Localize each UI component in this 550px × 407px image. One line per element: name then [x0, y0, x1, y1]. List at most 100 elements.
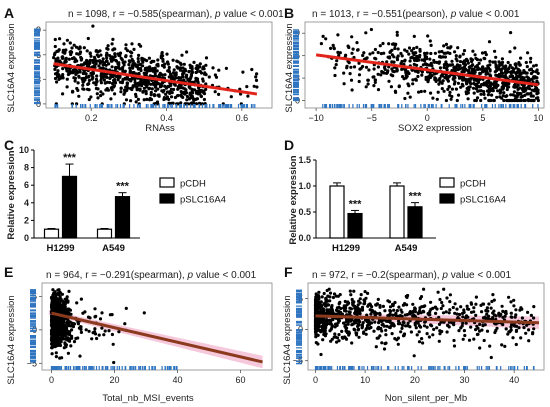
data-point — [500, 57, 504, 61]
data-point — [406, 70, 410, 75]
data-point — [519, 92, 523, 96]
data-point — [204, 63, 208, 67]
data-point — [470, 59, 474, 64]
data-point — [63, 305, 67, 309]
data-point — [168, 90, 172, 94]
data-point — [395, 68, 399, 72]
data-point — [54, 319, 59, 323]
data-point — [527, 98, 531, 103]
data-point — [181, 66, 185, 70]
data-point — [167, 65, 171, 70]
data-point — [357, 79, 361, 84]
data-point — [403, 48, 407, 52]
data-point — [64, 48, 68, 52]
data-point — [99, 94, 103, 98]
data-point — [316, 296, 320, 300]
data-point — [464, 321, 468, 325]
data-point — [429, 91, 433, 95]
data-point — [352, 65, 357, 69]
y-tick-label: 0 — [24, 233, 29, 243]
data-point — [255, 85, 259, 89]
data-point — [338, 300, 342, 304]
data-point — [432, 60, 436, 64]
data-point — [317, 290, 321, 294]
data-point — [408, 59, 412, 63]
data-point — [382, 347, 387, 351]
data-point — [489, 355, 493, 360]
data-point — [169, 87, 173, 91]
category-label: H1299 — [47, 243, 75, 254]
data-point — [190, 70, 195, 74]
data-point — [506, 60, 510, 65]
data-point — [473, 53, 477, 57]
data-point — [409, 56, 413, 60]
data-point — [254, 75, 258, 79]
data-point — [156, 62, 160, 66]
data-point — [384, 333, 388, 337]
significance-label: *** — [349, 198, 363, 210]
data-point — [53, 316, 57, 320]
data-point — [56, 74, 60, 78]
data-point — [535, 79, 539, 83]
data-point — [323, 311, 327, 316]
data-point — [460, 324, 464, 328]
data-point — [124, 98, 129, 102]
data-point — [403, 58, 407, 62]
data-point — [514, 313, 518, 317]
data-point — [514, 342, 518, 347]
data-point — [411, 302, 415, 306]
data-point — [420, 73, 424, 77]
data-point — [501, 315, 505, 319]
data-point — [314, 328, 318, 332]
y-axis-label: SLC16A4 expression — [282, 295, 293, 384]
data-point — [469, 82, 473, 86]
data-point — [496, 89, 500, 93]
data-point — [412, 354, 416, 358]
data-point — [504, 67, 508, 71]
data-point — [111, 55, 115, 59]
data-point — [500, 96, 504, 100]
data-point — [357, 323, 361, 327]
y-axis-label: SLC16A4 expression — [6, 23, 17, 112]
data-point — [350, 323, 354, 327]
data-point — [462, 308, 466, 312]
data-point — [469, 310, 474, 314]
data-point — [321, 338, 325, 342]
data-point — [472, 91, 476, 95]
data-point — [488, 59, 492, 64]
data-point — [365, 324, 370, 328]
data-point — [171, 71, 176, 75]
data-point — [525, 71, 529, 75]
data-point — [373, 320, 377, 324]
rug-marks — [296, 289, 535, 370]
data-point — [99, 73, 104, 77]
data-point — [343, 336, 347, 340]
data-point — [467, 77, 471, 81]
data-point — [382, 324, 386, 328]
data-point — [444, 98, 448, 103]
data-point — [400, 310, 404, 314]
data-point — [190, 89, 194, 93]
data-point — [55, 80, 59, 84]
data-point — [86, 315, 91, 319]
panel-b: B n = 1013, r = −0.551(pearson), p value… — [284, 5, 545, 134]
data-point — [336, 321, 340, 325]
data-point — [365, 326, 369, 330]
data-point — [364, 65, 369, 69]
data-point — [403, 313, 407, 317]
data-point — [440, 300, 444, 305]
data-point — [158, 73, 162, 77]
data-point — [483, 57, 487, 61]
data-point — [351, 303, 355, 307]
data-point — [422, 324, 427, 328]
data-point — [389, 73, 393, 77]
data-point — [100, 326, 104, 330]
data-point — [406, 91, 410, 95]
data-point — [376, 297, 380, 301]
data-point — [478, 322, 482, 326]
data-point — [314, 333, 318, 337]
data-point — [456, 68, 460, 72]
data-point — [355, 41, 359, 45]
data-point — [198, 69, 202, 74]
